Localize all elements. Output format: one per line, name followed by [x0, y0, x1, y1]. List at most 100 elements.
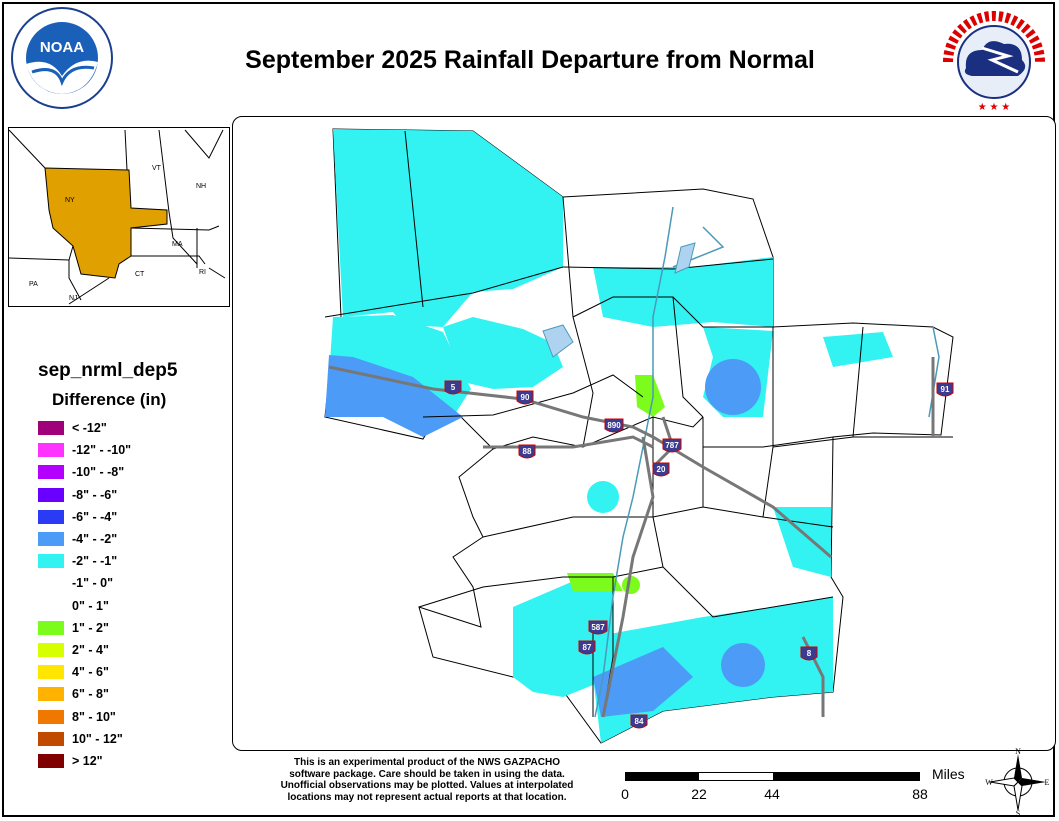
legend-label: -8" - -6"	[72, 487, 118, 502]
disclaimer-line: locations may not represent actual repor…	[287, 791, 567, 803]
inset-label-ri: RI	[199, 269, 206, 276]
compass-rose-icon: N S E W	[985, 748, 1050, 816]
compass-n: N	[1015, 748, 1021, 756]
shield-i88: 88	[518, 444, 536, 459]
legend-swatch	[38, 443, 64, 458]
scale-unit: Miles	[932, 766, 965, 782]
legend-label: -12" - -10"	[72, 443, 132, 458]
legend-item: -12" - -10"	[38, 439, 131, 461]
legend-label: 6" - 8"	[72, 687, 109, 702]
legend-swatch	[38, 753, 64, 768]
shield-i91: 91	[936, 382, 954, 397]
legend-label: -2" - -1"	[72, 554, 118, 569]
legend-item: 6" - 8"	[38, 683, 131, 705]
legend-item: 1" - 2"	[38, 617, 131, 639]
inset-label-nj: NJ	[69, 295, 78, 302]
legend-swatch	[38, 509, 64, 524]
svg-text:890: 890	[607, 421, 621, 430]
legend-item: 0" - 1"	[38, 595, 131, 617]
legend-label: -6" - -4"	[72, 509, 118, 524]
inset-label-nh: NH	[196, 183, 206, 190]
legend-heading: Difference (in)	[52, 390, 167, 409]
scale-tick: 88	[912, 786, 928, 802]
shield-i787: 787	[662, 438, 682, 453]
legend-variable-name: sep_nrml_dep5	[38, 360, 178, 381]
noaa-logo: NOAA	[11, 7, 113, 109]
legend-item: 2" - 4"	[38, 639, 131, 661]
svg-text:90: 90	[521, 393, 530, 402]
legend-label: 10" - 12"	[72, 731, 123, 746]
legend-swatch	[38, 709, 64, 724]
legend-item: -4" - -2"	[38, 528, 131, 550]
inset-label-vt: VT	[152, 165, 162, 172]
legend-swatch	[38, 687, 64, 702]
legend-swatch	[38, 665, 64, 680]
noaa-text: NOAA	[40, 39, 84, 56]
legend-item: -10" - -8"	[38, 461, 131, 483]
legend-item: 8" - 10"	[38, 705, 131, 727]
main-map: 90 5 88 890 787 20 87 587 84 8 91	[232, 116, 1056, 751]
legend-label: 0" - 1"	[72, 598, 109, 613]
legend-item: > 12"	[38, 750, 131, 772]
locator-inset-map: VT NH NY MA CT RI PA NJ	[8, 127, 230, 307]
svg-text:91: 91	[941, 385, 950, 394]
shield-i84: 84	[630, 714, 648, 729]
shield-i90: 90	[516, 390, 534, 405]
disclaimer-line: This is an experimental product of the N…	[294, 757, 560, 768]
shield-i587: 587	[588, 620, 608, 635]
svg-text:787: 787	[665, 441, 679, 450]
svg-text:20: 20	[657, 465, 666, 474]
legend-item: < -12"	[38, 417, 131, 439]
inset-label-ny: NY	[65, 197, 75, 204]
legend-swatch	[38, 532, 64, 547]
scale-tick: 44	[764, 786, 780, 802]
legend-label: -4" - -2"	[72, 532, 118, 547]
legend-label: 2" - 4"	[72, 642, 109, 657]
legend-swatch	[38, 642, 64, 657]
scale-bar-graphic	[625, 772, 920, 781]
legend-label: < -12"	[72, 421, 107, 436]
scale-tick: 0	[621, 786, 629, 802]
legend-item: 4" - 6"	[38, 661, 131, 683]
disclaimer-line: software package. Care should be taken i…	[289, 768, 565, 780]
legend-swatch	[38, 576, 64, 591]
legend: < -12" -12" - -10" -10" - -8" -8" - -6" -6" …	[38, 417, 131, 772]
legend-item: -8" - -6"	[38, 484, 131, 506]
svg-text:8: 8	[807, 649, 812, 658]
legend-label: 8" - 10"	[72, 709, 116, 724]
legend-item: -2" - -1"	[38, 550, 131, 572]
legend-item: -6" - -4"	[38, 506, 131, 528]
nws-logo: ★ ★ ★	[940, 8, 1048, 116]
disclaimer: This is an experimental product of the N…	[262, 757, 592, 803]
page-title: September 2025 Rainfall Departure from N…	[245, 46, 815, 74]
svg-text:84: 84	[635, 717, 644, 726]
legend-label: -10" - -8"	[72, 465, 125, 480]
shield-i8: 8	[800, 646, 818, 661]
inset-label-ct: CT	[135, 271, 145, 278]
legend-item: 10" - 12"	[38, 728, 131, 750]
svg-text:★ ★ ★: ★ ★ ★	[978, 102, 1010, 113]
inset-label-ma: MA	[172, 241, 183, 248]
shield-i20: 20	[652, 462, 670, 477]
legend-swatch	[38, 465, 64, 480]
legend-item: -1" - 0"	[38, 572, 131, 594]
legend-swatch	[38, 421, 64, 436]
legend-label: > 12"	[72, 753, 103, 768]
svg-text:5: 5	[451, 383, 456, 392]
compass-s: S	[1016, 809, 1020, 816]
legend-label: 1" - 2"	[72, 620, 109, 635]
scale-tick: 22	[691, 786, 707, 802]
svg-text:587: 587	[591, 623, 605, 632]
legend-swatch	[38, 598, 64, 613]
legend-swatch	[38, 554, 64, 569]
inset-label-pa: PA	[29, 281, 38, 288]
shield-i890: 890	[604, 418, 624, 433]
legend-swatch	[38, 487, 64, 502]
shield-i87: 87	[578, 640, 596, 655]
compass-w: W	[985, 778, 993, 787]
shield-i5: 5	[444, 380, 462, 395]
legend-swatch	[38, 731, 64, 746]
svg-text:88: 88	[523, 447, 532, 456]
scale-bar: 0 22 44 88	[620, 764, 930, 814]
compass-e: E	[1045, 778, 1050, 787]
